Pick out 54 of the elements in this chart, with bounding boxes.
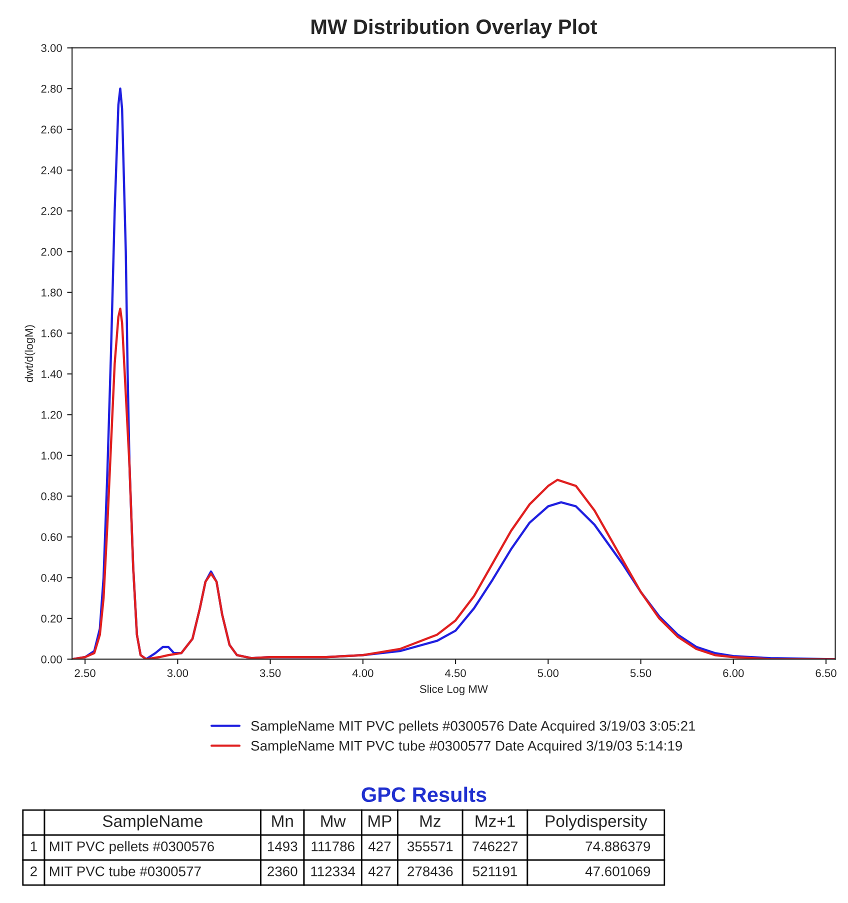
x-tick-label: 6.50	[816, 669, 836, 678]
y-tick-label: 1.80	[42, 288, 62, 297]
text: GPC Results	[362, 786, 486, 802]
y-tick-label: 0.20	[41, 614, 62, 623]
text: 74.886379	[586, 841, 650, 852]
text: Mn	[272, 815, 293, 827]
text: 427	[368, 866, 391, 876]
x-tick-label: 4.50	[444, 669, 466, 678]
x-tick-label: 3.00	[167, 669, 188, 678]
y-tick-label: 1.60	[42, 329, 62, 338]
x-axis-title: Slice Log MW	[420, 684, 488, 696]
x-tick-label: 4.00	[352, 669, 374, 678]
text: Mw	[321, 815, 346, 827]
text: 2360	[268, 866, 298, 876]
text: Mz	[420, 815, 440, 827]
text: 427	[368, 841, 391, 852]
text: 521191	[472, 866, 518, 876]
text: 278436	[408, 866, 453, 876]
y-tick-label: 2.00	[41, 248, 62, 256]
text: SampleName	[102, 814, 202, 830]
y-tick-label: 3.00	[41, 44, 62, 52]
text: 2	[30, 866, 37, 876]
text: MIT PVC pellets #0300576	[50, 841, 214, 854]
y-tick-label: 0.60	[41, 533, 62, 542]
text: 746227	[472, 841, 518, 852]
y-tick-label: 0.40	[41, 574, 62, 582]
text: Polydispersity	[546, 814, 648, 830]
text: 355571	[408, 841, 453, 852]
text: Mz+1	[476, 815, 515, 827]
y-tick-label: 1.40	[42, 370, 62, 378]
y-tick-label: 0.80	[41, 492, 62, 500]
y-tick-label: 1.20	[42, 410, 62, 419]
text: 1493	[268, 841, 298, 852]
y-axis-title: dwt/d(logM)	[24, 325, 36, 382]
text: 47.601069	[585, 866, 650, 876]
x-tick-label: 3.50	[260, 669, 281, 678]
legend-label: SampleName MIT PVC pellets #0300576 Date Acquired 3/19/03 3:05:21	[251, 720, 696, 734]
text: MP	[368, 815, 392, 827]
x-tick-label: 6.00	[723, 669, 744, 678]
y-tick-label: 2.80	[41, 84, 62, 93]
text: 112334	[311, 866, 356, 876]
text: 111786	[312, 841, 354, 852]
text: MIT PVC tube #0300577	[50, 866, 201, 876]
x-tick-label: 5.50	[630, 669, 652, 678]
y-tick-label: 2.40	[41, 166, 62, 174]
x-tick-label: 2.50	[74, 669, 96, 678]
y-tick-label: 0.00	[41, 655, 62, 664]
y-tick-label: 2.20	[41, 207, 62, 216]
chart-title: MW Distribution Overlay Plot	[312, 18, 597, 38]
y-tick-label: 2.60	[41, 126, 62, 134]
legend-label: SampleName MIT PVC tube #0300577 Date Acquired 3/19/03 5:14:19	[251, 740, 682, 754]
y-tick-label: 1.00	[42, 452, 62, 460]
text: 1	[30, 842, 37, 852]
x-tick-label: 5.00	[538, 669, 559, 678]
